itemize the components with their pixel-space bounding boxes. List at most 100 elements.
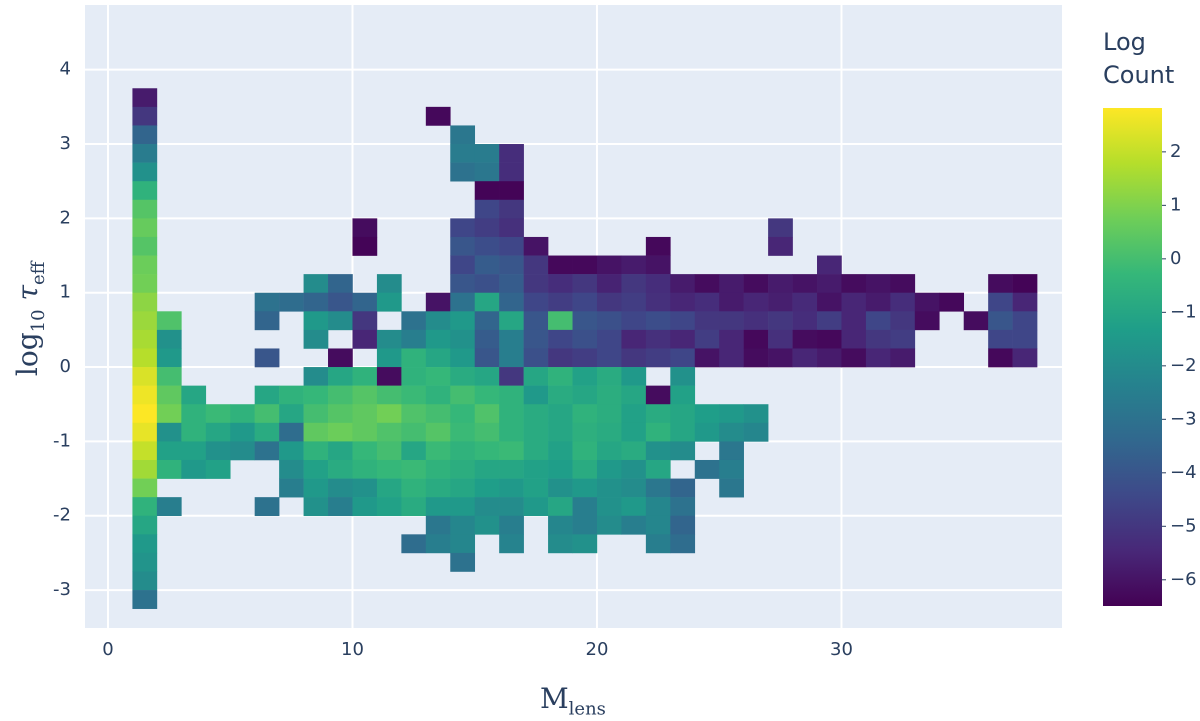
heatmap-cell bbox=[743, 292, 769, 312]
heatmap-cell bbox=[743, 329, 769, 349]
heatmap-cell bbox=[694, 459, 720, 479]
heatmap-cell bbox=[768, 329, 793, 349]
heatmap-cell bbox=[719, 348, 744, 368]
heatmap-cell bbox=[841, 274, 867, 294]
heatmap-cell bbox=[352, 385, 378, 405]
y-tick-label: 0 bbox=[60, 356, 71, 377]
colorbar-tick-label: −6 bbox=[1170, 569, 1197, 590]
heatmap-cell bbox=[474, 292, 500, 312]
heatmap-cell bbox=[132, 367, 158, 386]
heatmap-cell bbox=[523, 367, 549, 386]
heatmap-cell bbox=[572, 348, 598, 368]
colorbar-tick-label: −2 bbox=[1170, 355, 1197, 376]
heatmap-cell bbox=[572, 311, 598, 331]
heatmap-cell bbox=[645, 255, 671, 275]
heatmap-cell bbox=[768, 274, 793, 294]
heatmap-cell bbox=[523, 236, 549, 256]
heatmap-cell bbox=[719, 404, 744, 424]
heatmap-cell bbox=[352, 311, 378, 331]
heatmap-cell bbox=[596, 497, 622, 517]
heatmap-cell bbox=[548, 404, 573, 424]
heatmap-cell bbox=[474, 181, 500, 201]
heatmap-cell bbox=[621, 441, 647, 461]
heatmap-cell bbox=[303, 274, 329, 294]
heatmap-cell bbox=[523, 497, 549, 517]
heatmap-cell bbox=[328, 367, 353, 386]
y-title-symbol: τ bbox=[11, 285, 45, 301]
heatmap-cell bbox=[988, 348, 1013, 368]
heatmap-cell bbox=[254, 348, 280, 368]
heatmap-cell bbox=[205, 459, 231, 479]
heatmap-cell bbox=[474, 515, 500, 535]
heatmap-cell bbox=[132, 181, 158, 201]
x-axis-title: Mlens bbox=[540, 682, 606, 720]
heatmap-cell bbox=[596, 441, 622, 461]
heatmap-cell bbox=[548, 329, 573, 349]
heatmap-cell bbox=[450, 255, 476, 275]
heatmap-cell bbox=[474, 478, 500, 498]
heatmap-cell bbox=[645, 478, 671, 498]
heatmap-cell bbox=[621, 385, 647, 405]
heatmap-cell bbox=[670, 292, 696, 312]
heatmap-cell bbox=[474, 236, 500, 256]
heatmap-cell bbox=[474, 459, 500, 479]
heatmap-cell bbox=[621, 459, 647, 479]
heatmap-cell bbox=[303, 292, 329, 312]
heatmap-cell bbox=[817, 292, 842, 312]
heatmap-cell bbox=[499, 534, 524, 554]
heatmap-cell bbox=[596, 292, 622, 312]
heatmap-cell bbox=[425, 311, 451, 331]
heatmap-cell bbox=[499, 181, 524, 201]
heatmap-cell bbox=[670, 422, 696, 442]
heatmap-cell bbox=[156, 311, 182, 331]
heatmap-cell bbox=[988, 329, 1013, 349]
heatmap-cell bbox=[596, 478, 622, 498]
heatmap-cell bbox=[352, 441, 378, 461]
colorbar bbox=[1103, 108, 1162, 606]
x-title-sub: lens bbox=[568, 698, 606, 720]
heatmap-cell bbox=[425, 292, 451, 312]
heatmap-cell bbox=[621, 348, 647, 368]
heatmap-cell bbox=[474, 348, 500, 368]
heatmap-cell bbox=[572, 515, 598, 535]
heatmap-cell bbox=[376, 422, 402, 442]
heatmap-cell bbox=[1012, 329, 1038, 349]
heatmap-cell bbox=[621, 329, 647, 349]
heatmap-cell bbox=[132, 571, 158, 591]
heatmap-cell bbox=[376, 441, 402, 461]
heatmap-cell bbox=[376, 348, 402, 368]
colorbar-tick-label: 0 bbox=[1170, 248, 1181, 269]
heatmap-cell bbox=[645, 422, 671, 442]
heatmap-cell bbox=[303, 311, 329, 331]
heatmap-cell bbox=[743, 404, 769, 424]
heatmap-cell bbox=[352, 404, 378, 424]
heatmap-cell bbox=[523, 441, 549, 461]
colorbar-tick-label: 2 bbox=[1170, 141, 1181, 162]
colorbar-tick-label: −4 bbox=[1170, 462, 1197, 483]
heatmap-cell bbox=[890, 274, 916, 294]
y-axis-title: log10 τeff bbox=[11, 239, 49, 399]
heatmap-cell bbox=[572, 255, 598, 275]
heatmap-cell bbox=[548, 459, 573, 479]
heatmap-cell bbox=[450, 441, 476, 461]
heatmap-cell bbox=[230, 441, 255, 461]
heatmap-cell bbox=[596, 404, 622, 424]
heatmap-cell bbox=[450, 274, 476, 294]
heatmap-cell bbox=[645, 497, 671, 517]
heatmap-cell bbox=[817, 329, 842, 349]
heatmap-cell bbox=[890, 348, 916, 368]
heatmap-cell bbox=[205, 441, 231, 461]
heatmap-cell bbox=[303, 459, 329, 479]
y-tick-label: -2 bbox=[53, 505, 71, 526]
y-tick-label: 1 bbox=[60, 282, 71, 303]
heatmap-cell bbox=[523, 311, 549, 331]
heatmap-cell bbox=[376, 497, 402, 517]
heatmap-cell bbox=[352, 422, 378, 442]
heatmap-cell bbox=[768, 236, 793, 256]
y-title-sub: 10 bbox=[27, 309, 49, 333]
heatmap-cell bbox=[376, 329, 402, 349]
heatmap-cell bbox=[132, 162, 158, 182]
heatmap-cell bbox=[817, 274, 842, 294]
heatmap-cell bbox=[670, 329, 696, 349]
colorbar-tick-label: 1 bbox=[1170, 194, 1181, 215]
